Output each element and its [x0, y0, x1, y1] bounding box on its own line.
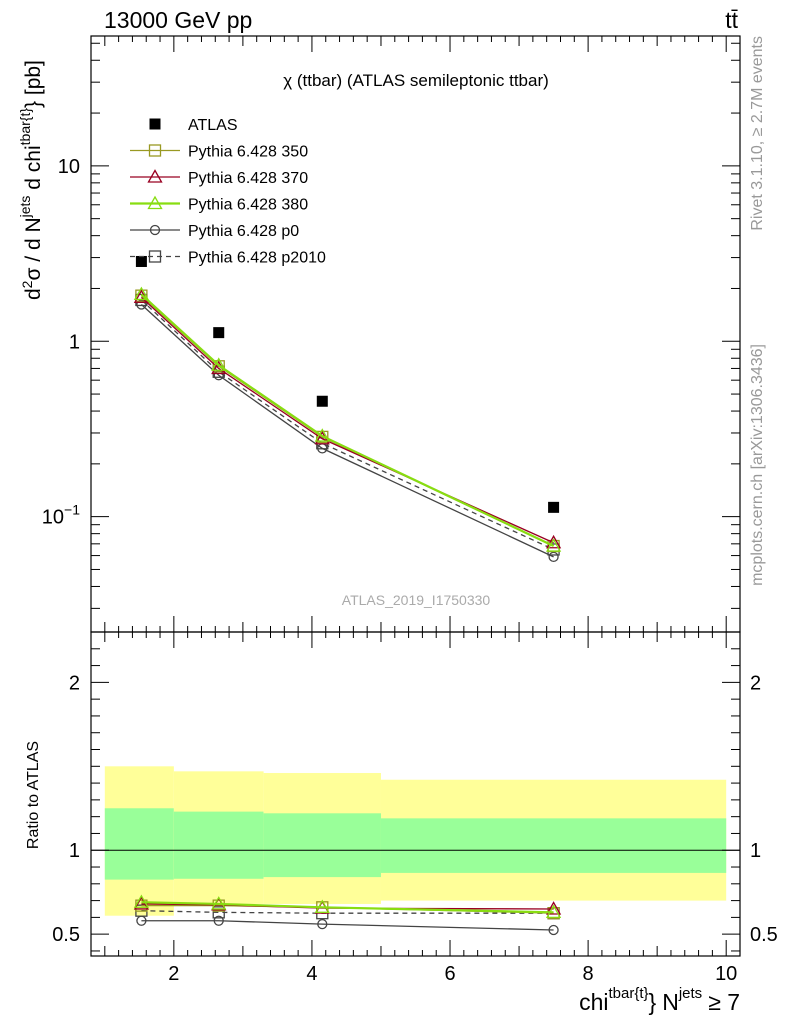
- ratio-point: [213, 915, 224, 926]
- ratio-point: [545, 901, 562, 915]
- legend-marker: [147, 169, 163, 183]
- legend: ATLAS Pythia 6.428 350 Pythia 6.428 370 Pyt…: [130, 117, 326, 267]
- data-point: [135, 255, 147, 267]
- data-point: [211, 357, 227, 371]
- ratio-point: [545, 904, 562, 919]
- header-final-state: tt̄: [725, 7, 738, 33]
- ratio-bands: [104, 766, 727, 916]
- data-point: [316, 395, 328, 407]
- ratio-point: [212, 906, 225, 919]
- legend-marker: [148, 250, 162, 263]
- y-tick-label-ratio-right: 2: [750, 672, 761, 694]
- data-point: [133, 286, 150, 301]
- main-panel: [133, 255, 562, 563]
- data-point: [314, 428, 330, 442]
- y-tick-label-ratio: 0.5: [52, 924, 80, 946]
- y-tick-label-main: 10−1: [42, 502, 80, 529]
- data-point: [213, 327, 225, 339]
- data-point: [548, 501, 560, 513]
- series-line-ratio: [141, 920, 554, 931]
- y-tick-label-ratio: 1: [69, 840, 80, 862]
- axes: 2 4 6 8 10 10 1 10−1 0.5 0.5 1 1 2 2: [42, 36, 778, 985]
- x-tick-label: 8: [583, 963, 594, 985]
- data-point: [545, 538, 562, 552]
- uncertainty-band-inner: [104, 808, 174, 880]
- header-process: 13000 GeV pp: [104, 7, 252, 33]
- legend-label: Pythia 6.428 380: [188, 197, 308, 214]
- series-line-main: [140, 296, 554, 544]
- legend-label: Pythia 6.428 p0: [188, 223, 299, 240]
- x-tick-label: 10: [715, 963, 737, 985]
- rivet-label: Rivet 3.1.10, ≥ 2.7M events: [749, 36, 766, 231]
- ratio-frame: [90, 631, 741, 957]
- data-point: [545, 534, 562, 549]
- series-line-main: [140, 295, 554, 547]
- x-tick-label: 2: [168, 963, 179, 985]
- y-axis-title-ratio: Ratio to ATLAS: [25, 741, 42, 849]
- series-line-ratio: [141, 901, 554, 914]
- ratio-panel: [91, 849, 740, 936]
- ratio-point: [317, 918, 328, 930]
- legend-marker: [149, 118, 161, 130]
- y-tick-label-ratio-right: 0.5: [750, 924, 778, 946]
- data-point: [548, 551, 559, 563]
- x-tick-label: 4: [306, 963, 317, 985]
- y-tick-label-ratio: 2: [69, 672, 80, 694]
- watermark: ATLAS_2019_I1750330: [342, 592, 491, 608]
- mcplots-label: mcplots.cern.ch [arXiv:1306.3436]: [749, 344, 766, 586]
- x-tick-label: 6: [444, 963, 455, 985]
- y-tick-label-main: 10: [58, 156, 80, 178]
- y-tick-label-main: 1: [69, 331, 80, 353]
- legend-label: Pythia 6.428 350: [188, 144, 308, 161]
- ratio-point: [211, 896, 227, 910]
- ratio-point: [212, 899, 225, 912]
- y-axis-title-main: d2σ / d Njets d chitbar{t}} [pb]: [17, 60, 45, 300]
- series-line-ratio: [141, 910, 554, 914]
- ratio-point: [136, 915, 147, 926]
- legend-label: Pythia 6.428 p2010: [188, 250, 326, 267]
- legend-marker: [149, 224, 161, 236]
- legend-label: ATLAS: [188, 117, 238, 134]
- series-line-main: [140, 304, 554, 558]
- legend-label: Pythia 6.428 370: [188, 170, 308, 187]
- chart-title: χ (ttbar) (ATLAS semileptonic ttbar): [283, 71, 549, 90]
- y-tick-label-ratio-right: 1: [750, 840, 761, 862]
- uncertainty-band-inner: [263, 813, 381, 878]
- legend-marker: [148, 144, 162, 157]
- ratio-point: [314, 899, 330, 913]
- ratio-point: [548, 924, 559, 936]
- uncertainty-band-inner: [380, 818, 727, 873]
- uncertainty-band-inner: [173, 811, 264, 879]
- legend-marker: [147, 195, 163, 210]
- ratio-point: [133, 894, 150, 908]
- series-line-main: [140, 299, 554, 551]
- x-axis-title: chitbar{t}} Njets ≥ 7: [579, 985, 740, 1015]
- series-line-main: [140, 293, 555, 548]
